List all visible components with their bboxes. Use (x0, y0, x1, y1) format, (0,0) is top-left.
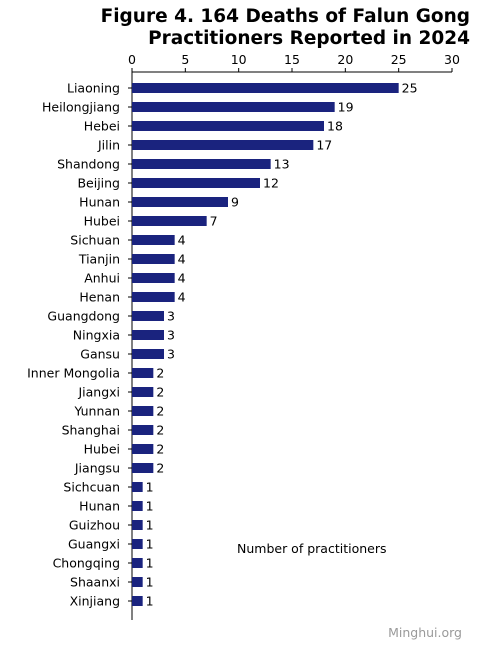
value-label-16: 2 (156, 385, 164, 400)
value-label-12: 3 (167, 309, 175, 324)
value-label-8: 4 (178, 233, 186, 248)
value-label-7: 7 (210, 214, 218, 229)
bar-21 (132, 482, 143, 492)
value-label-21: 1 (146, 480, 154, 495)
value-label-5: 12 (263, 176, 279, 191)
category-label-27: Xinjiang (70, 594, 120, 609)
bar-10 (132, 273, 175, 283)
bar-9 (132, 254, 175, 264)
value-label-20: 2 (156, 461, 164, 476)
value-label-1: 19 (338, 100, 354, 115)
value-label-26: 1 (146, 575, 154, 590)
x-tick-label-0: 0 (128, 52, 136, 67)
bar-18 (132, 425, 154, 435)
bar-20 (132, 463, 154, 473)
category-label-14: Gansu (80, 347, 120, 362)
category-label-22: Hunan (79, 499, 120, 514)
category-label-18: Shanghai (62, 423, 120, 438)
bar-11 (132, 292, 175, 302)
value-label-18: 2 (156, 423, 164, 438)
bar-26 (132, 577, 143, 587)
bar-23 (132, 520, 143, 530)
value-label-4: 13 (274, 157, 290, 172)
category-label-16: Jiangxi (77, 385, 120, 400)
chart-title-line-1: Figure 4. 164 Deaths of Falun Gong (100, 6, 470, 27)
category-label-15: Inner Mongolia (27, 366, 120, 381)
bar-24 (132, 539, 143, 549)
category-label-6: Hunan (79, 195, 120, 210)
category-label-2: Hebei (84, 119, 120, 134)
bar-14 (132, 349, 164, 359)
category-label-23: Guizhou (69, 518, 120, 533)
x-tick-label-6: 30 (444, 52, 460, 67)
x-tick-label-3: 15 (284, 52, 300, 67)
category-label-13: Ningxia (73, 328, 120, 343)
bar-8 (132, 235, 175, 245)
bar-22 (132, 501, 143, 511)
bar-1 (132, 102, 335, 112)
value-label-10: 4 (178, 271, 186, 286)
category-label-7: Hubei (84, 214, 120, 229)
bar-3 (132, 140, 314, 150)
value-label-27: 1 (146, 594, 154, 609)
category-label-20: Jiangsu (74, 461, 120, 476)
category-label-21: Sichcuan (63, 480, 120, 495)
bar-19 (132, 444, 154, 454)
bar-5 (132, 178, 260, 188)
bar-15 (132, 368, 154, 378)
value-label-23: 1 (146, 518, 154, 533)
x-tick-label-5: 25 (391, 52, 407, 67)
chart-title-line-2: Practitioners Reported in 2024 (148, 28, 470, 49)
bar-12 (132, 311, 164, 321)
value-label-13: 3 (167, 328, 175, 343)
bar-25 (132, 558, 143, 568)
value-label-17: 2 (156, 404, 164, 419)
x-axis-label: Number of practitioners (237, 541, 387, 556)
watermark: Minghui.org (388, 625, 462, 640)
bar-2 (132, 121, 324, 131)
value-label-11: 4 (178, 290, 186, 305)
category-label-25: Chongqing (53, 556, 120, 571)
x-tick-label-4: 20 (337, 52, 353, 67)
category-label-19: Hubei (84, 442, 120, 457)
value-label-6: 9 (231, 195, 239, 210)
category-label-3: Jilin (97, 138, 120, 153)
bar-4 (132, 159, 271, 169)
category-label-26: Shaanxi (70, 575, 120, 590)
category-label-17: Yunnan (73, 404, 120, 419)
category-label-8: Sichuan (70, 233, 120, 248)
category-label-10: Anhui (84, 271, 120, 286)
value-label-9: 4 (178, 252, 186, 267)
value-label-24: 1 (146, 537, 154, 552)
bar-27 (132, 596, 143, 606)
value-label-25: 1 (146, 556, 154, 571)
category-label-1: Heilongjiang (42, 100, 120, 115)
category-label-4: Shandong (57, 157, 120, 172)
category-label-9: Tianjin (78, 252, 120, 267)
category-label-5: Beijing (77, 176, 120, 191)
value-label-19: 2 (156, 442, 164, 457)
value-label-0: 25 (402, 81, 418, 96)
category-label-11: Henan (79, 290, 120, 305)
bar-7 (132, 216, 207, 226)
bar-17 (132, 406, 154, 416)
x-tick-label-2: 10 (231, 52, 247, 67)
bar-13 (132, 330, 164, 340)
value-label-2: 18 (327, 119, 343, 134)
value-label-14: 3 (167, 347, 175, 362)
bar-0 (132, 83, 399, 93)
bar-16 (132, 387, 154, 397)
category-label-12: Guangdong (47, 309, 120, 324)
value-label-3: 17 (316, 138, 332, 153)
value-label-22: 1 (146, 499, 154, 514)
category-label-24: Guangxi (68, 537, 120, 552)
category-label-0: Liaoning (67, 81, 120, 96)
x-tick-label-1: 5 (181, 52, 189, 67)
bar-6 (132, 197, 228, 207)
value-label-15: 2 (156, 366, 164, 381)
